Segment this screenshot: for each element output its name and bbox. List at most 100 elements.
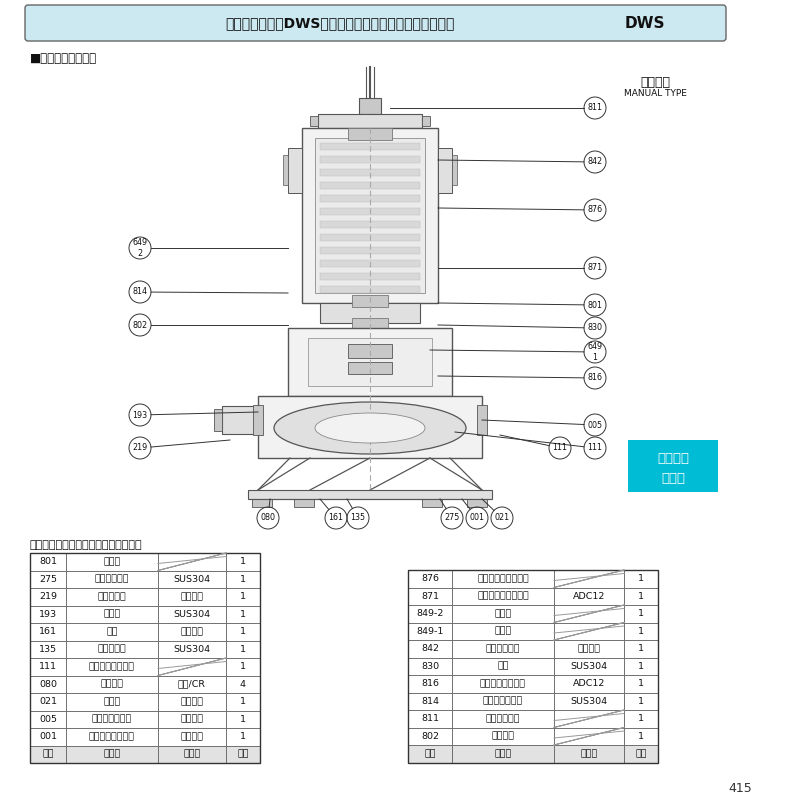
Text: 合成樹脂: 合成樹脂 bbox=[181, 714, 203, 724]
Bar bbox=[624, 693, 658, 710]
Text: 193: 193 bbox=[133, 410, 147, 419]
Bar bbox=[467, 499, 487, 507]
Text: 1: 1 bbox=[240, 592, 246, 602]
Bar bbox=[66, 588, 158, 606]
Bar bbox=[226, 658, 260, 675]
Text: SUS304: SUS304 bbox=[570, 697, 607, 706]
Bar bbox=[348, 362, 392, 374]
Text: 830: 830 bbox=[421, 662, 439, 670]
Bar bbox=[554, 693, 624, 710]
Text: 1: 1 bbox=[638, 644, 644, 654]
Bar bbox=[320, 234, 420, 241]
Bar bbox=[408, 640, 452, 658]
Bar bbox=[408, 622, 452, 640]
Text: 814: 814 bbox=[133, 287, 147, 297]
Bar bbox=[310, 116, 318, 126]
Bar bbox=[158, 675, 226, 693]
Bar bbox=[408, 658, 452, 675]
Text: 275: 275 bbox=[444, 514, 460, 522]
Bar bbox=[158, 553, 226, 570]
Bar bbox=[408, 693, 452, 710]
Bar bbox=[66, 553, 158, 570]
Text: 842: 842 bbox=[587, 158, 602, 166]
Text: 電動機フレーム: 電動機フレーム bbox=[483, 697, 523, 706]
Text: 負荷側ブラケット: 負荷側ブラケット bbox=[480, 679, 526, 688]
Bar bbox=[30, 728, 66, 746]
Text: ポンプケーシング: ポンプケーシング bbox=[89, 732, 135, 742]
Text: 1: 1 bbox=[638, 574, 644, 583]
Bar bbox=[30, 658, 66, 675]
Text: 811: 811 bbox=[587, 103, 602, 113]
Text: 玉軸受: 玉軸受 bbox=[494, 610, 512, 618]
Text: 注）主軸材料はポンプ側を示します。: 注）主軸材料はポンプ側を示します。 bbox=[30, 540, 142, 550]
Text: 中間ケーシング: 中間ケーシング bbox=[92, 714, 132, 724]
Text: 802: 802 bbox=[421, 732, 439, 741]
Text: 底板: 底板 bbox=[106, 627, 118, 636]
Text: 876: 876 bbox=[421, 574, 439, 583]
Text: 1: 1 bbox=[638, 732, 644, 741]
Bar bbox=[452, 587, 554, 605]
Bar bbox=[66, 658, 158, 675]
Text: ステータ: ステータ bbox=[491, 732, 514, 741]
Text: 649
1: 649 1 bbox=[587, 342, 602, 362]
Bar bbox=[320, 156, 420, 163]
Bar bbox=[66, 675, 158, 693]
Text: 802: 802 bbox=[133, 321, 147, 330]
Bar bbox=[318, 114, 422, 128]
Bar bbox=[30, 588, 66, 606]
Bar bbox=[320, 221, 420, 228]
Bar bbox=[408, 727, 452, 745]
Bar bbox=[624, 570, 658, 587]
Text: 羽根裏底金: 羽根裏底金 bbox=[98, 645, 126, 654]
Text: 871: 871 bbox=[587, 263, 602, 273]
Text: 【ダーウィン】DWS型樹脂製汚水・雑排水用水中ポンプ: 【ダーウィン】DWS型樹脂製汚水・雑排水用水中ポンプ bbox=[226, 16, 454, 30]
Bar bbox=[452, 570, 554, 587]
Text: 415: 415 bbox=[728, 782, 752, 794]
Text: 1: 1 bbox=[240, 732, 246, 742]
Bar bbox=[452, 693, 554, 710]
Bar bbox=[258, 396, 482, 458]
Bar bbox=[66, 693, 158, 710]
Text: 個数: 個数 bbox=[635, 750, 646, 758]
Bar bbox=[226, 570, 260, 588]
Bar bbox=[320, 195, 420, 202]
Bar bbox=[320, 208, 420, 215]
Bar bbox=[320, 286, 420, 293]
Text: 801: 801 bbox=[587, 301, 602, 310]
Text: 1: 1 bbox=[240, 610, 246, 618]
Text: 801: 801 bbox=[39, 558, 57, 566]
Text: 1: 1 bbox=[240, 662, 246, 671]
Text: メカニカルシール: メカニカルシール bbox=[89, 662, 135, 671]
Bar bbox=[158, 588, 226, 606]
Text: 1: 1 bbox=[240, 558, 246, 566]
Text: 注油栓: 注油栓 bbox=[103, 610, 121, 618]
Text: 001: 001 bbox=[470, 514, 485, 522]
Bar bbox=[158, 728, 226, 746]
Text: ADC12: ADC12 bbox=[573, 679, 605, 688]
Bar bbox=[66, 570, 158, 588]
Bar bbox=[253, 405, 263, 435]
Text: 816: 816 bbox=[587, 374, 602, 382]
Text: 021: 021 bbox=[494, 514, 510, 522]
Text: 1: 1 bbox=[638, 697, 644, 706]
Bar bbox=[252, 499, 272, 507]
Text: 005: 005 bbox=[587, 421, 602, 430]
Text: DWS: DWS bbox=[625, 15, 666, 30]
Text: 部品名: 部品名 bbox=[494, 750, 512, 758]
Bar bbox=[452, 727, 554, 745]
Bar bbox=[214, 409, 222, 431]
Bar bbox=[554, 727, 624, 745]
Bar bbox=[66, 641, 158, 658]
Text: 羽根車ボルト: 羽根車ボルト bbox=[94, 574, 130, 584]
Text: 111: 111 bbox=[553, 443, 567, 453]
Bar bbox=[158, 606, 226, 623]
Text: 1: 1 bbox=[638, 679, 644, 688]
Bar bbox=[624, 605, 658, 622]
Bar bbox=[30, 746, 66, 763]
Bar bbox=[226, 728, 260, 746]
Text: 811: 811 bbox=[421, 714, 439, 723]
Bar bbox=[477, 405, 487, 435]
Bar bbox=[158, 570, 226, 588]
Bar bbox=[226, 675, 260, 693]
Bar bbox=[226, 746, 260, 763]
